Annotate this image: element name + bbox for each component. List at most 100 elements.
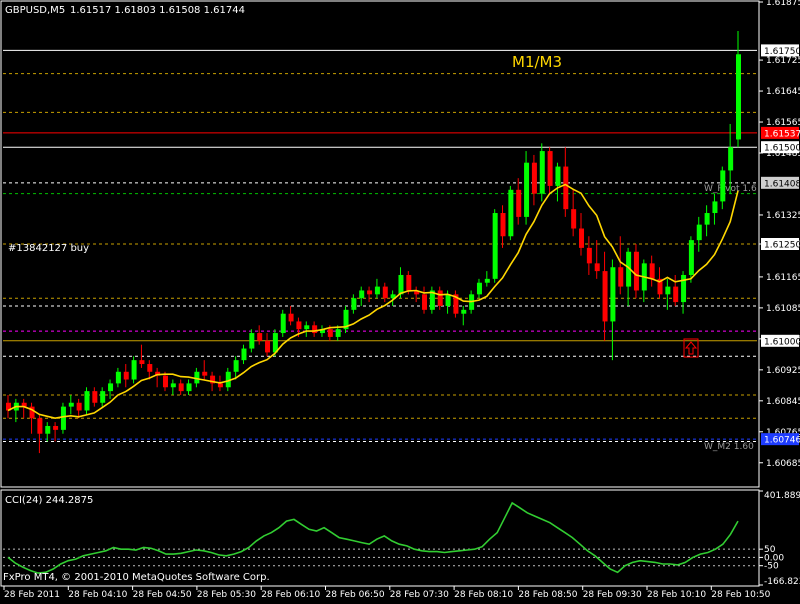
time-tick-label: 28 Feb 10:10 (647, 590, 706, 600)
bull-candle[interactable] (696, 224, 702, 241)
bear-candle[interactable] (139, 360, 145, 365)
bull-candle[interactable] (359, 290, 365, 299)
bear-candle[interactable] (312, 325, 318, 334)
bull-candle[interactable] (84, 391, 90, 411)
bull-candle[interactable] (429, 290, 435, 310)
bull-candle[interactable] (115, 371, 121, 384)
bull-candle[interactable] (492, 213, 498, 279)
bear-candle[interactable] (500, 213, 506, 237)
bull-candle[interactable] (233, 360, 239, 372)
bear-candle[interactable] (382, 286, 388, 299)
watermark-label: M1/M3 (512, 53, 562, 71)
bull-candle[interactable] (720, 170, 726, 202)
bull-candle[interactable] (555, 166, 561, 186)
bear-candle[interactable] (649, 263, 655, 279)
bull-candle[interactable] (688, 240, 694, 275)
bull-candle[interactable] (445, 294, 451, 306)
bear-candle[interactable] (422, 294, 428, 310)
bear-candle[interactable] (571, 209, 577, 229)
bull-candle[interactable] (461, 309, 467, 314)
bear-candle[interactable] (367, 290, 373, 295)
bear-candle[interactable] (155, 371, 161, 376)
bull-candle[interactable] (100, 391, 106, 403)
price-tag-label: 1.61500 (764, 144, 800, 154)
bull-candle[interactable] (45, 425, 51, 434)
bear-candle[interactable] (257, 333, 263, 341)
bear-candle[interactable] (21, 402, 27, 407)
bear-candle[interactable] (92, 391, 98, 403)
bear-candle[interactable] (29, 406, 35, 419)
bull-candle[interactable] (280, 313, 286, 334)
bear-candle[interactable] (547, 151, 553, 186)
bull-candle[interactable] (539, 151, 545, 194)
bear-candle[interactable] (594, 263, 600, 272)
bull-candle[interactable] (390, 294, 396, 299)
bear-candle[interactable] (147, 364, 153, 372)
bull-candle[interactable] (476, 282, 482, 295)
cci-tick-label: 0.00 (764, 553, 784, 563)
bull-candle[interactable] (351, 298, 357, 310)
bear-candle[interactable] (633, 251, 639, 291)
bear-candle[interactable] (76, 402, 82, 411)
bull-candle[interactable] (610, 267, 616, 322)
bull-candle[interactable] (186, 383, 192, 392)
bull-candle[interactable] (68, 402, 74, 407)
bear-candle[interactable] (516, 189, 522, 217)
bear-candle[interactable] (6, 402, 11, 411)
bear-candle[interactable] (531, 162, 537, 194)
bear-candle[interactable] (53, 425, 59, 430)
bear-candle[interactable] (265, 340, 271, 353)
bull-candle[interactable] (225, 371, 231, 388)
bull-candle[interactable] (108, 383, 114, 392)
bear-candle[interactable] (327, 329, 333, 337)
bear-candle[interactable] (437, 290, 443, 306)
bull-candle[interactable] (681, 274, 687, 303)
bear-candle[interactable] (37, 418, 43, 434)
bull-candle[interactable] (626, 251, 632, 287)
bull-candle[interactable] (335, 329, 341, 337)
bear-candle[interactable] (453, 294, 459, 314)
bear-candle[interactable] (618, 267, 624, 287)
buy-arrow-icon[interactable] (683, 338, 699, 358)
bull-candle[interactable] (60, 406, 66, 430)
bull-candle[interactable] (249, 333, 255, 349)
bull-candle[interactable] (343, 309, 349, 330)
bear-candle[interactable] (202, 371, 208, 376)
bull-candle[interactable] (374, 286, 380, 295)
bear-candle[interactable] (602, 271, 608, 322)
bull-candle[interactable] (736, 54, 741, 140)
bull-candle[interactable] (398, 274, 404, 295)
bull-candle[interactable] (170, 383, 176, 388)
bull-candle[interactable] (712, 201, 718, 214)
bull-candle[interactable] (272, 333, 278, 353)
bear-candle[interactable] (217, 383, 223, 388)
bear-candle[interactable] (673, 286, 679, 303)
price-tag-box (761, 334, 799, 347)
bear-candle[interactable] (178, 383, 184, 392)
bear-candle[interactable] (296, 321, 302, 330)
bear-candle[interactable] (657, 278, 663, 295)
bull-candle[interactable] (704, 213, 710, 225)
bull-candle[interactable] (131, 360, 137, 380)
bull-candle[interactable] (524, 162, 530, 217)
bull-candle[interactable] (484, 278, 490, 283)
bear-candle[interactable] (414, 290, 420, 295)
bear-candle[interactable] (288, 313, 294, 322)
bear-candle[interactable] (579, 228, 585, 248)
bear-candle[interactable] (123, 371, 129, 380)
bear-candle[interactable] (210, 375, 216, 384)
bear-candle[interactable] (586, 247, 592, 264)
bull-candle[interactable] (728, 147, 734, 171)
bull-candle[interactable] (665, 286, 671, 295)
bull-candle[interactable] (304, 325, 310, 330)
bull-candle[interactable] (241, 348, 247, 361)
bear-candle[interactable] (406, 274, 412, 291)
bear-candle[interactable] (162, 375, 168, 388)
bull-candle[interactable] (508, 189, 514, 237)
bull-candle[interactable] (319, 329, 325, 334)
candles-group[interactable] (6, 31, 741, 454)
bull-candle[interactable] (194, 371, 200, 384)
bear-candle[interactable] (563, 166, 569, 210)
